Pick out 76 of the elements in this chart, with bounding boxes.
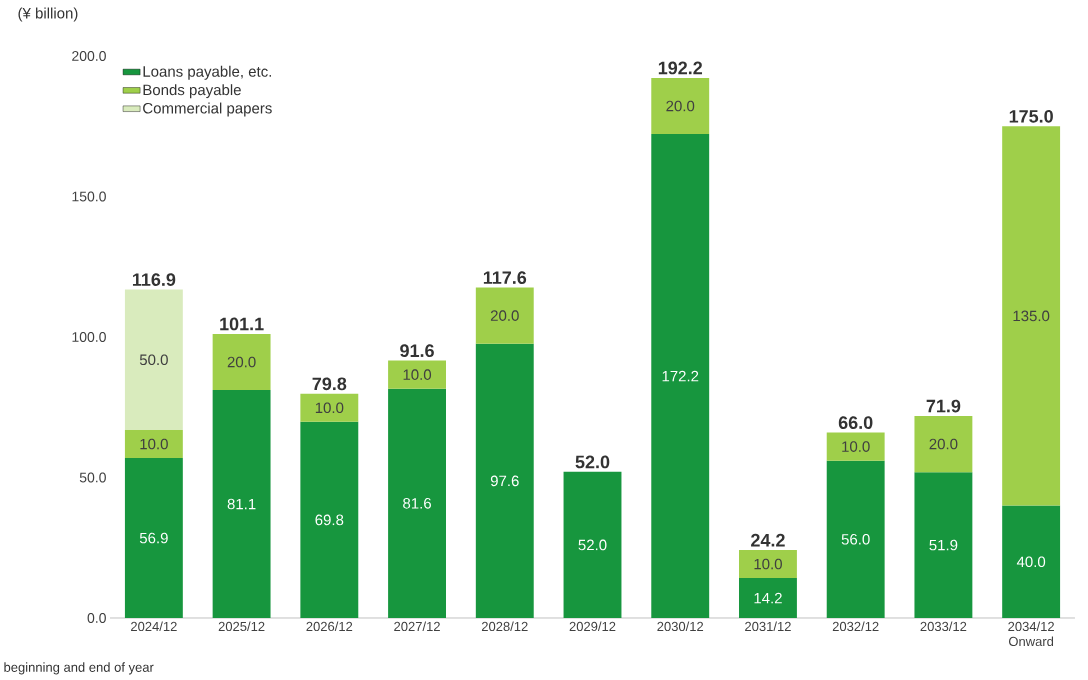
x-tick-label: 2027/12 [394, 621, 440, 632]
bar [300, 393, 359, 422]
total-label: 116.9 [132, 273, 176, 286]
bar [739, 578, 797, 618]
data-label: 52.0 [578, 539, 607, 551]
bar [475, 343, 534, 618]
total-label: 192.2 [658, 61, 703, 75]
data-label: 51.9 [929, 539, 958, 551]
data-label: 56.9 [139, 532, 168, 544]
y-tick-label: 100.0 [72, 332, 106, 342]
bar [212, 333, 271, 391]
x-tick-label: 2033/12 [920, 621, 967, 632]
data-label: 10.0 [140, 438, 168, 450]
bar [388, 360, 446, 389]
data-label: 10.0 [315, 402, 344, 414]
x-tick-label: 2025/12 [218, 621, 265, 632]
bar [388, 388, 446, 618]
x-tick-label: 2028/12 [481, 621, 528, 632]
bar [826, 460, 885, 618]
total-label: 24.2 [751, 533, 785, 547]
bar [563, 471, 622, 618]
bar [1002, 126, 1061, 506]
total-label: 101.1 [220, 317, 264, 331]
data-label: 14.2 [754, 592, 782, 604]
y-tick-label: 50.0 [79, 472, 106, 483]
x-tick-label: 2026/12 [306, 621, 353, 632]
data-label: 50.0 [139, 354, 168, 366]
total-label: 117.6 [483, 271, 527, 284]
total-label: 79.8 [312, 377, 347, 391]
total-label: 91.6 [400, 344, 434, 358]
bar [739, 549, 797, 579]
data-label: 20.0 [490, 310, 519, 321]
legend-label: Commercial papers [143, 102, 272, 117]
bar [475, 287, 534, 344]
bar [300, 421, 359, 618]
bar [914, 472, 973, 618]
x-tick-label: 2030/12 [657, 621, 704, 632]
y-axis-title: (¥ billion) [18, 7, 78, 22]
legend-label: Bonds payable [143, 84, 241, 99]
bar [651, 134, 710, 618]
bar [124, 430, 183, 459]
y-tick-label: 200.0 [72, 51, 106, 61]
data-label: 20.0 [227, 356, 256, 368]
data-label: 69.8 [315, 514, 344, 526]
x-tick-label: 2024/12 [131, 621, 177, 632]
text: beginning and end of year [4, 662, 154, 675]
total-label: 175.0 [1009, 109, 1053, 123]
bar [124, 458, 183, 618]
data-label: 10.0 [754, 558, 782, 570]
x-tick-label: 2031/12 [745, 621, 791, 632]
x-tick-label: 2029/12 [569, 621, 616, 632]
data-label: 20.0 [666, 100, 695, 112]
data-label: 40.0 [1016, 556, 1046, 568]
bar [212, 390, 271, 618]
bar [826, 432, 885, 461]
bar [1002, 505, 1061, 618]
bar [651, 77, 710, 135]
x-tick-label: 2032/12 [832, 621, 879, 632]
data-label: 56.0 [841, 533, 870, 545]
data-label: 10.0 [842, 441, 870, 452]
data-label: 20.0 [929, 438, 958, 450]
total-label: 66.0 [838, 416, 873, 429]
bar [124, 289, 183, 430]
data-label: 97.6 [490, 475, 519, 487]
data-label: 10.0 [403, 369, 432, 380]
data-label: 81.1 [227, 498, 256, 510]
data-label: 81.6 [403, 498, 431, 509]
total-label: 52.0 [575, 455, 610, 469]
data-label: 172.2 [662, 370, 699, 382]
total-label: 71.9 [926, 399, 961, 413]
data-label: 135.0 [1013, 310, 1050, 322]
y-tick-label: 150.0 [72, 191, 106, 202]
x-tick-label: 2034/12 Onward [1008, 621, 1054, 647]
bar [914, 415, 973, 473]
y-tick-label: 0.0 [87, 613, 106, 623]
legend-label: Loans payable, etc. [143, 65, 272, 80]
